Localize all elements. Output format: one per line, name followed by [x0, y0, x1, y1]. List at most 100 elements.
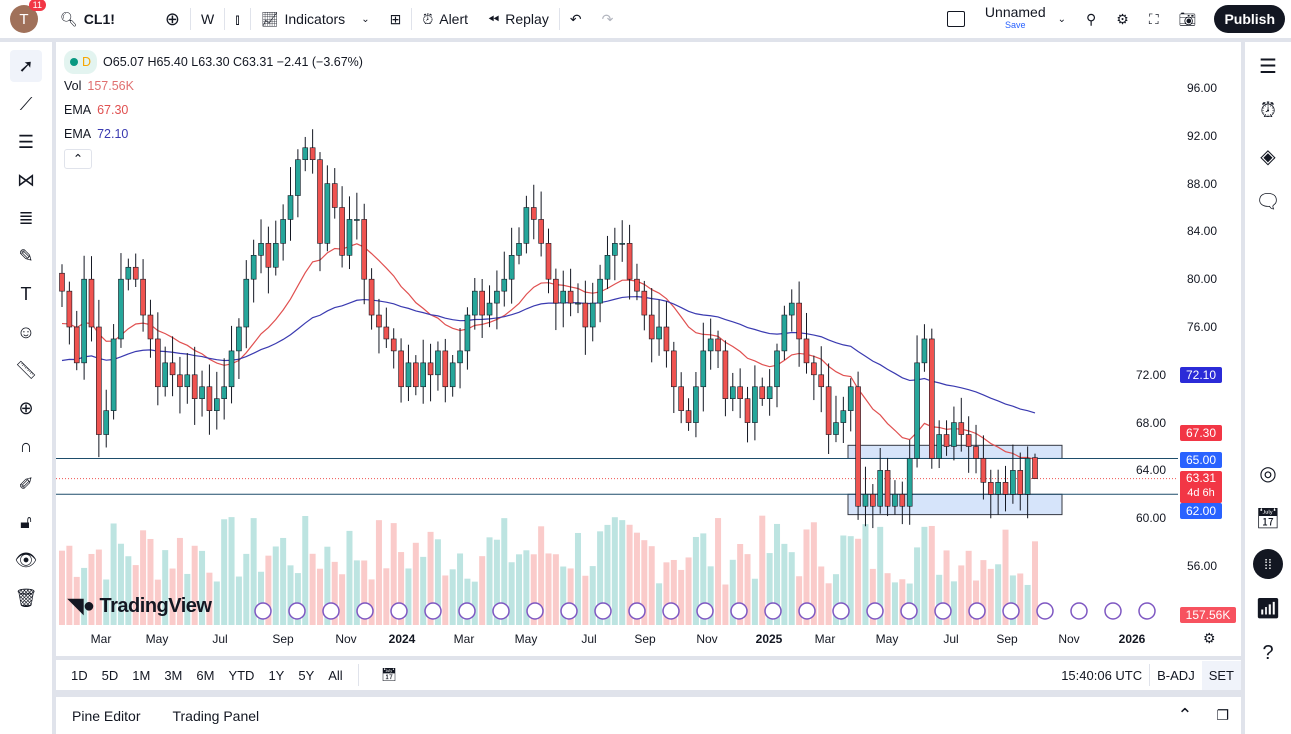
redo-button[interactable]: ↷ [592, 0, 624, 38]
delete-tool[interactable]: 🗑︎ [10, 582, 42, 614]
volume-bar [176, 537, 183, 625]
period-6m[interactable]: 6M [196, 667, 215, 683]
lock-tool[interactable]: 🔓︎ [10, 506, 42, 538]
collapse-panel-button[interactable]: ⌃ [1165, 705, 1204, 726]
clock[interactable]: 15:40:06 UTC [1061, 667, 1143, 683]
volume-bar [95, 549, 102, 625]
candle-body [258, 243, 264, 256]
magnet-tool[interactable]: ∩ [10, 430, 42, 462]
candle-body [132, 266, 139, 280]
measure-tool[interactable]: 📏︎ [10, 354, 42, 386]
candle-body [250, 255, 257, 280]
help-button[interactable]: ? [1245, 631, 1291, 676]
volume-bar [884, 573, 891, 625]
snapshot-button[interactable]: 📷︎ [1169, 0, 1207, 38]
period-5y[interactable]: 5Y [298, 667, 315, 683]
eye-icon: 👁︎ [14, 549, 38, 570]
gear-icon: ⚙ [1203, 630, 1216, 646]
candle-body [73, 326, 80, 364]
volume-bar [987, 568, 994, 625]
volume-bar [1002, 529, 1009, 625]
volume-bar [692, 536, 699, 625]
candle-body [516, 243, 522, 256]
level-high-label: 65.00 [1180, 452, 1222, 468]
alerts-button[interactable]: ⏰︎ [1245, 89, 1291, 134]
chart-pane[interactable] [56, 42, 1241, 656]
fib-tool[interactable]: ≣ [10, 202, 42, 234]
volume-bar [88, 553, 95, 625]
settings-button[interactable]: ⚙ [1106, 0, 1139, 38]
signals-button[interactable]: 📶︎ [1245, 586, 1291, 631]
candle-body [634, 278, 640, 292]
watchlist-button[interactable]: ☰ [1245, 44, 1291, 89]
publish-button[interactable]: Publish [1214, 5, 1285, 33]
emoji-tool[interactable]: ☺ [10, 316, 42, 348]
replay-button[interactable]: ⏪︎ Replay [488, 10, 549, 28]
interval-pill[interactable]: D [64, 50, 98, 74]
candle-body [1032, 457, 1038, 479]
volume-bar [316, 568, 323, 625]
candle-body [899, 493, 906, 507]
volume-bar [361, 560, 368, 625]
volume-bar [486, 537, 493, 625]
volume-bar [206, 572, 213, 625]
indicators-button[interactable]: 📈︎ Indicators ⌄ [260, 10, 370, 28]
calendar-button[interactable]: 📅︎ [1245, 496, 1291, 541]
pattern-tool[interactable]: ⋈ [10, 164, 42, 196]
text-tool[interactable]: T [10, 278, 42, 310]
candle-body [788, 302, 795, 316]
period-1d[interactable]: 1D [71, 667, 88, 683]
event-marker [1002, 602, 1020, 620]
period-ytd[interactable]: YTD [228, 667, 255, 683]
session-button[interactable]: SET [1201, 660, 1241, 690]
period-3m[interactable]: 3M [164, 667, 183, 683]
period-all[interactable]: All [328, 667, 343, 683]
volume-bar [700, 533, 707, 625]
redo-icon: ↷ [601, 10, 614, 27]
apps-button[interactable]: ⁞⁞ [1245, 541, 1291, 586]
alert-button[interactable]: ⏰︎ Alert [422, 10, 469, 28]
period-1y[interactable]: 1Y [268, 667, 285, 683]
period-1m[interactable]: 1M [132, 667, 151, 683]
brush-tool[interactable]: ✎ [10, 240, 42, 272]
cursor-icon: ➚ [18, 55, 34, 76]
avatar[interactable]: T 11 [10, 0, 46, 33]
quick-search-button[interactable]: ⚲ [1076, 0, 1106, 38]
horizontal-line-tool[interactable]: ☰ [10, 126, 42, 158]
volume-bar [1032, 541, 1038, 625]
volume-bar [832, 574, 839, 625]
volume-bar [523, 550, 530, 625]
cursor-tool[interactable]: ➚ [10, 50, 42, 82]
volume-bar [331, 561, 338, 625]
maximize-panel-button[interactable]: ❐ [1204, 707, 1241, 724]
volume-bar [346, 530, 353, 625]
zoom-tool[interactable]: ⊕ [10, 392, 42, 424]
time-axis-settings[interactable]: ⚙ [1203, 630, 1216, 647]
adjustment-button[interactable]: B-ADJ [1157, 667, 1195, 683]
date-range-button[interactable]: 📅︎ [367, 667, 412, 683]
interval-button[interactable]: W [201, 11, 215, 27]
trendline-tool[interactable]: ⟋ [10, 88, 42, 120]
layout-menu[interactable]: Unnamed Save ⌄ [937, 0, 1076, 38]
layouts-button[interactable]: ⊞ [380, 0, 412, 38]
chart-type-button[interactable]: ⫾ [225, 0, 249, 38]
trading-panel-tab[interactable]: Trading Panel [172, 707, 260, 724]
compare-button[interactable]: ⊕ [155, 0, 190, 38]
trendline-icon: ⟋ [19, 93, 33, 114]
object-tree-button[interactable]: ◈ [1245, 134, 1291, 179]
visibility-tool[interactable]: 👁︎ [10, 544, 42, 576]
volume-bar [412, 542, 419, 625]
chats-button[interactable]: 🗨︎ [1245, 179, 1291, 224]
symbol-search[interactable]: 🔍︎ CL1! [60, 10, 115, 28]
pine-editor-tab[interactable]: Pine Editor [72, 707, 141, 724]
lock-draw-tool[interactable]: ✐ [10, 468, 42, 500]
collapse-legend-button[interactable]: ⌃ [64, 149, 92, 169]
targets-button[interactable]: ◎ [1245, 451, 1291, 496]
quick-search-icon: ⚲ [1086, 10, 1097, 27]
period-5d[interactable]: 5D [101, 667, 119, 683]
fullscreen-button[interactable]: ⛶ [1139, 0, 1169, 38]
volume-bar [737, 543, 744, 625]
undo-button[interactable]: ↶ [560, 0, 592, 38]
volume-bar [825, 583, 832, 625]
